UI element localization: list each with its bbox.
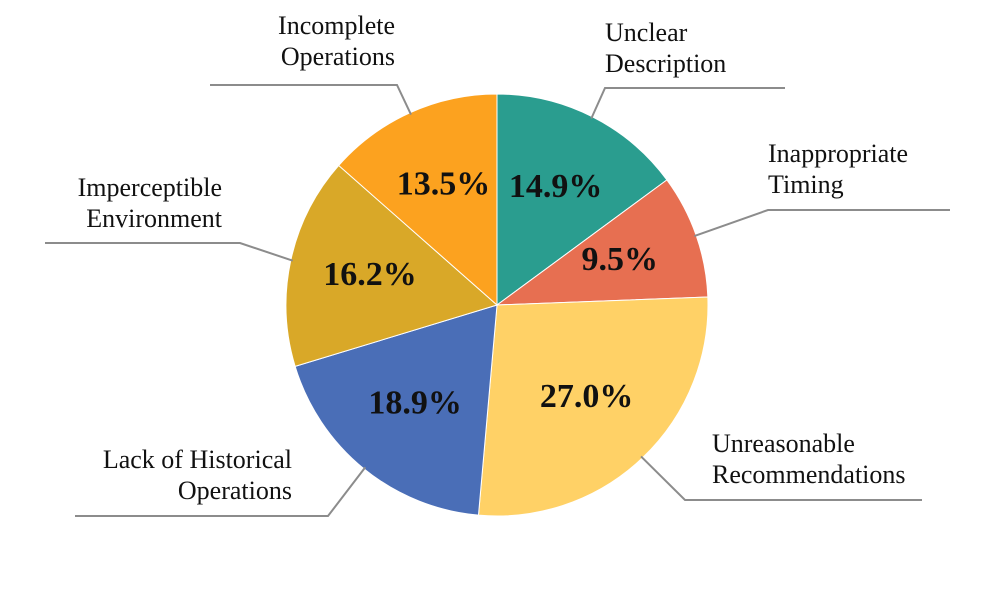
category-label: Unclear <box>605 18 688 47</box>
category-label: Operations <box>281 42 395 71</box>
category-label: Operations <box>178 476 292 505</box>
category-label: Description <box>605 49 726 78</box>
category-label: Imperceptible <box>78 173 222 202</box>
leader-line <box>45 242 294 262</box>
value-label: 27.0% <box>540 378 634 415</box>
leader-line <box>640 455 922 501</box>
value-label: 14.9% <box>509 168 603 205</box>
category-label: Incomplete <box>278 11 395 40</box>
leader-line <box>75 466 367 517</box>
category-label: Recommendations <box>712 460 906 489</box>
value-label: 9.5% <box>581 241 658 278</box>
category-label: Unreasonable <box>712 429 855 458</box>
leader-line <box>590 87 785 119</box>
leader-line <box>693 209 950 238</box>
leader-line <box>210 84 412 115</box>
category-label: Environment <box>86 204 223 233</box>
category-label: Inappropriate <box>768 139 908 168</box>
value-label: 13.5% <box>397 165 491 202</box>
category-label: Lack of Historical <box>103 445 292 474</box>
value-label: 18.9% <box>368 385 462 422</box>
value-label: 16.2% <box>323 256 417 293</box>
category-label: Timing <box>768 170 844 199</box>
